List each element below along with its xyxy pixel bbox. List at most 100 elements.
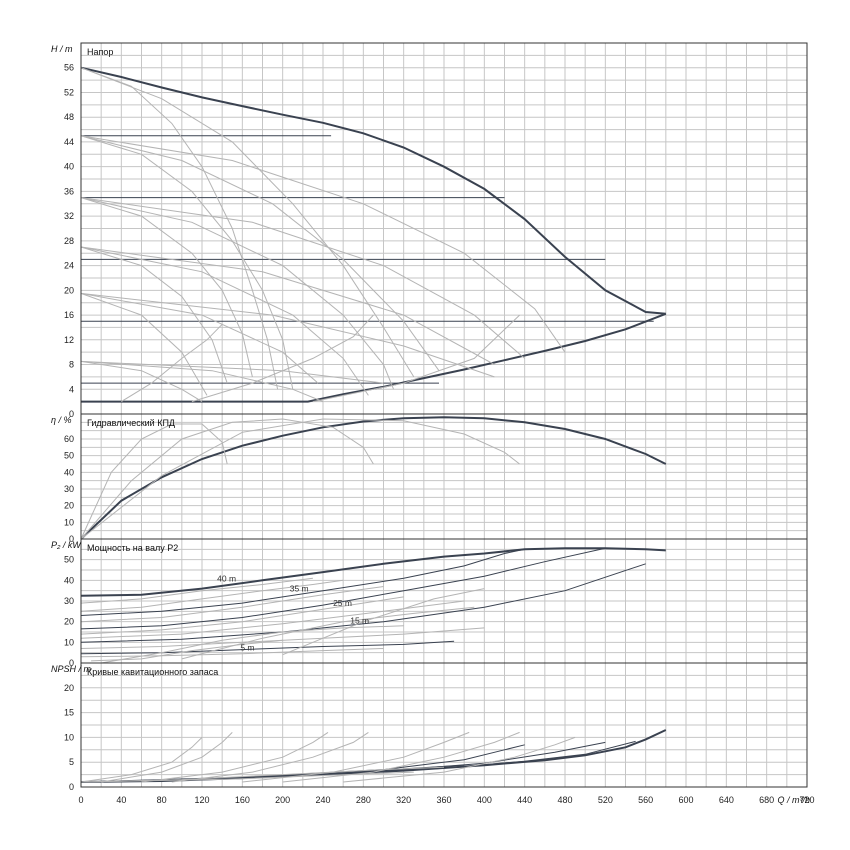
head-ytick: 12 — [64, 335, 74, 345]
eff-ytick: 40 — [64, 467, 74, 477]
npsh-ylabel: NPSH / m — [51, 664, 92, 674]
eff-series-0 — [80, 416, 667, 540]
x-axis-label: Q / m³/h — [777, 795, 810, 805]
power-series-1 — [80, 548, 525, 616]
curve-label: 5 m — [240, 643, 254, 653]
series-layer — [80, 66, 667, 783]
head-ytick: 44 — [64, 137, 74, 147]
head-ytick: 16 — [64, 310, 74, 320]
curve-label: 35 m — [290, 584, 309, 594]
x-tick: 240 — [315, 795, 330, 805]
x-tick: 640 — [719, 795, 734, 805]
head-ytick: 48 — [64, 112, 74, 122]
npsh-ytick: 10 — [64, 732, 74, 742]
power-ytick: 30 — [64, 596, 74, 606]
eff-ytick: 10 — [64, 517, 74, 527]
x-tick: 120 — [194, 795, 209, 805]
x-tick: 80 — [157, 795, 167, 805]
power-ytick: 0 — [69, 658, 74, 668]
npsh-series-6 — [101, 732, 233, 783]
power-ytick: 20 — [64, 617, 74, 627]
curve-label: 15 m — [350, 616, 369, 626]
head-series-1 — [81, 312, 667, 403]
power-ytick: 10 — [64, 637, 74, 647]
power-series-2 — [80, 547, 606, 630]
x-tick: 720 — [799, 795, 814, 805]
eff-ytick: 0 — [69, 534, 74, 544]
x-tick: 0 — [78, 795, 83, 805]
eff-series-3 — [80, 418, 520, 540]
x-tick: 40 — [116, 795, 126, 805]
eff-ytick: 20 — [64, 501, 74, 511]
power-series-14 — [282, 588, 485, 656]
power-ytick: 40 — [64, 575, 74, 585]
npsh-ytick: 5 — [69, 757, 74, 767]
power-series-15 — [91, 639, 283, 662]
power-series-7 — [80, 586, 384, 623]
head-ylabel: H / m — [51, 44, 73, 54]
head-ytick: 28 — [64, 236, 74, 246]
x-tick: 360 — [436, 795, 451, 805]
head-ytick: 24 — [64, 261, 74, 271]
power-series-9 — [80, 600, 465, 639]
head-ytick: 32 — [64, 211, 74, 221]
head-series-15 — [80, 246, 228, 384]
eff-ytick: 60 — [64, 434, 74, 444]
power-series-6 — [80, 579, 344, 612]
npsh-panel-title: Кривые кавитационного запаса — [87, 667, 218, 677]
curve-label: 25 m — [333, 598, 352, 608]
eff-panel-title: Гидравлический КПД — [87, 418, 175, 428]
head-ytick: 8 — [69, 360, 74, 370]
head-series-26 — [312, 314, 520, 403]
power-series-4 — [80, 640, 455, 655]
power-ytick: 50 — [64, 555, 74, 565]
eff-series-1 — [80, 423, 228, 540]
head-series-22 — [80, 360, 324, 403]
x-tick: 320 — [396, 795, 411, 805]
head-series-19 — [80, 292, 319, 384]
head-series-20 — [80, 292, 495, 378]
head-series-8 — [80, 67, 415, 378]
power-ylabel: P₂ / kW — [51, 540, 82, 550]
head-series-12 — [80, 197, 253, 378]
head-ytick: 40 — [64, 162, 74, 172]
power-panel-title: Мощность на валу P2 — [87, 543, 178, 553]
head-series-17 — [80, 246, 495, 365]
head-ytick: 4 — [69, 384, 74, 394]
npsh-ytick: 0 — [69, 782, 74, 792]
x-tick: 400 — [477, 795, 492, 805]
power-series-3 — [80, 563, 646, 643]
head-series-16 — [80, 246, 369, 396]
x-tick: 480 — [557, 795, 572, 805]
x-tick: 440 — [517, 795, 532, 805]
npsh-series-9 — [242, 731, 470, 783]
power-series-5 — [80, 577, 313, 604]
npsh-ytick: 15 — [64, 708, 74, 718]
head-series-0 — [80, 66, 666, 315]
npsh-series-7 — [141, 731, 329, 783]
power-series-11 — [80, 648, 384, 658]
head-series-9 — [80, 135, 294, 390]
power-series-0 — [80, 547, 666, 597]
frame-rect — [80, 42, 808, 788]
x-tick: 280 — [356, 795, 371, 805]
npsh-ytick: 20 — [64, 683, 74, 693]
x-tick: 680 — [759, 795, 774, 805]
eff-series-2 — [80, 418, 374, 540]
npsh-series-13 — [80, 771, 414, 783]
x-tick: 520 — [598, 795, 613, 805]
head-ytick: 20 — [64, 285, 74, 295]
head-series-13 — [80, 197, 395, 390]
head-ytick: 56 — [64, 63, 74, 73]
head-series-11 — [80, 135, 566, 353]
x-tick: 200 — [275, 795, 290, 805]
npsh-series-4 — [80, 764, 465, 783]
x-tick: 560 — [638, 795, 653, 805]
npsh-series-5 — [80, 737, 203, 783]
head-ytick: 36 — [64, 186, 74, 196]
head-series-24 — [121, 323, 223, 403]
npsh-series-8 — [171, 731, 369, 783]
